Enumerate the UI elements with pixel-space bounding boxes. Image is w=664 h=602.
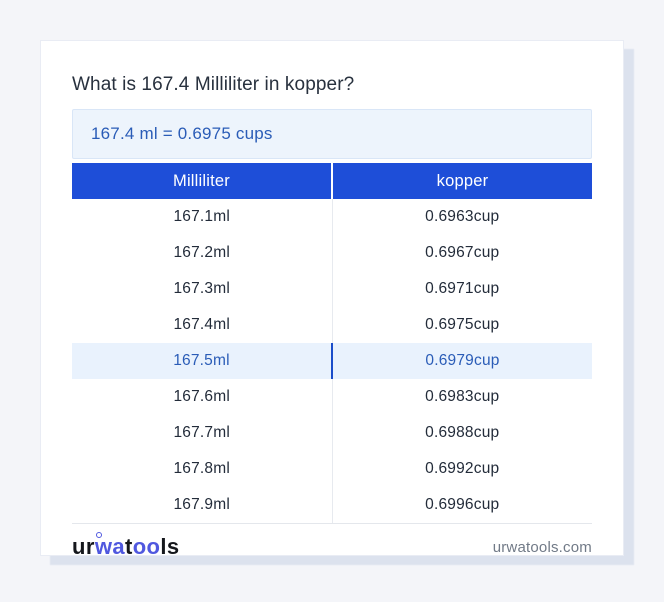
column-header-milliliter: Milliliter [72,163,333,199]
table-row[interactable]: 167.4ml 0.6975cup [72,307,592,343]
kopper-cell: 0.6975cup [425,316,500,333]
table-header-row: Milliliter kopper [72,163,592,199]
table-row[interactable]: 167.5ml 0.6979cup [72,343,592,379]
table-row[interactable]: 167.9ml 0.6996cup [72,487,592,523]
logo-text-ls: ls [160,534,180,559]
column-header-kopper: kopper [436,171,489,190]
kopper-cell: 0.6963cup [425,208,500,225]
kopper-cell: 0.6967cup [425,244,500,261]
milliliter-cell: 167.5ml [72,343,333,379]
kopper-cell: 0.6983cup [425,388,500,405]
logo-text-oo: oo [132,534,161,559]
logo-text-wa-inner: wa [94,534,125,559]
milliliter-cell: 167.2ml [72,235,333,271]
site-url: urwatools.com [492,538,592,556]
milliliter-cell: 167.8ml [72,451,333,487]
table-row[interactable]: 167.8ml 0.6992cup [72,451,592,487]
kopper-cell: 0.6971cup [425,280,500,297]
logo-ring-icon [95,532,102,538]
milliliter-cell: 167.7ml [72,415,333,451]
kopper-cell: 0.6992cup [425,460,500,477]
milliliter-cell: 167.9ml [72,487,333,523]
conversion-result-box: 167.4 ml = 0.6975 cups [72,109,592,159]
milliliter-cell: 167.3ml [72,271,333,307]
logo-text-wa: wa [94,532,125,559]
conversion-table: Milliliter kopper 167.1ml 0.6963cup 167.2m… [72,163,592,524]
footer: ur watools urwatools.com [72,532,592,560]
table-row[interactable]: 167.2ml 0.6967cup [72,235,592,271]
logo-text-ur: ur [72,534,95,559]
kopper-cell: 0.6988cup [425,424,500,441]
table-row[interactable]: 167.1ml 0.6963cup [72,199,592,235]
table-row[interactable]: 167.3ml 0.6971cup [72,271,592,307]
milliliter-cell: 167.4ml [72,307,333,343]
table-body: 167.1ml 0.6963cup 167.2ml 0.6967cup 167.3ml 0… [72,199,592,524]
table-row[interactable]: 167.7ml 0.6988cup [72,415,592,451]
kopper-cell: 0.6979cup [425,352,500,369]
logo-text-t: t [124,534,133,559]
conversion-result-text: 167.4 ml = 0.6975 cups [91,124,273,143]
table-row[interactable]: 167.6ml 0.6983cup [72,379,592,415]
milliliter-cell: 167.6ml [72,379,333,415]
kopper-cell: 0.6996cup [425,496,500,513]
page-title: What is 167.4 Milliliter in kopper? [72,74,355,95]
milliliter-cell: 167.1ml [72,199,333,235]
converter-card: What is 167.4 Milliliter in kopper? 167.… [40,40,624,559]
logo[interactable]: ur watools [72,532,180,560]
